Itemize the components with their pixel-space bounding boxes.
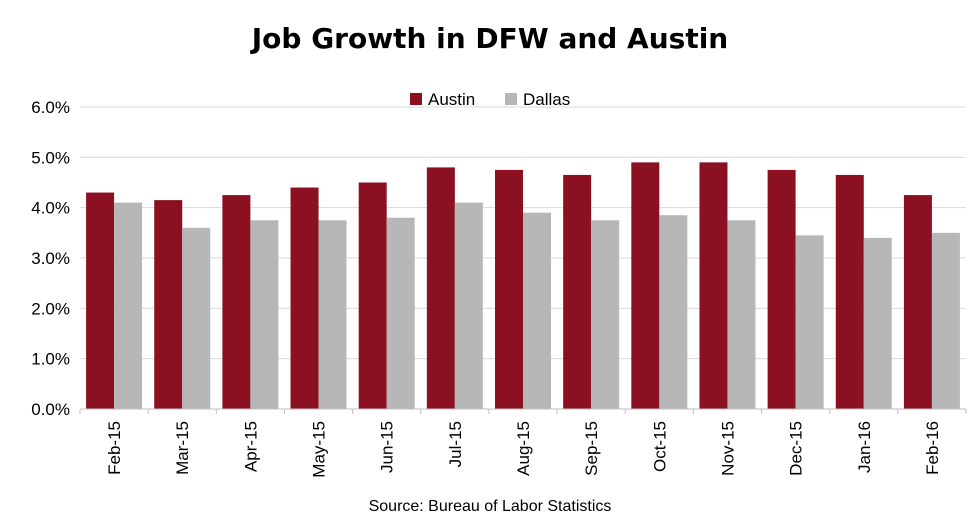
x-tick-label: Feb-16 [923, 421, 942, 475]
bar-dallas-Nov-15 [727, 220, 756, 409]
bar-dallas-Dec-15 [795, 235, 824, 409]
y-tick-label: 5.0% [31, 148, 70, 167]
x-tick-label: Sep-15 [582, 421, 601, 476]
bar-austin-Sep-15 [563, 174, 592, 409]
x-tick-label: Oct-15 [650, 421, 669, 472]
bar-dallas-Apr-15 [250, 220, 279, 409]
legend: Austin Dallas [410, 90, 570, 109]
x-tick-label: Mar-15 [173, 421, 192, 475]
x-tick-label: May-15 [310, 421, 329, 478]
bar-austin-Aug-15 [495, 169, 523, 409]
x-tick-label: Dec-15 [787, 421, 806, 476]
legend-swatch-dallas [505, 93, 517, 105]
y-axis: 0.0% 1.0% 2.0% 3.0% 4.0% 5.0% 6.0% [31, 98, 966, 419]
x-tick-label: Apr-15 [241, 421, 260, 472]
bar-dallas-Aug-15 [523, 212, 551, 409]
bar-dallas-Jan-16 [863, 237, 892, 409]
y-tick-label: 1.0% [31, 350, 70, 369]
bar-dallas-Feb-16 [931, 232, 960, 409]
x-tick-label: Aug-15 [514, 421, 533, 476]
y-tick-label: 0.0% [31, 400, 70, 419]
bar-austin-May-15 [290, 187, 319, 409]
x-tick-label: Jun-15 [378, 421, 397, 473]
legend-label-austin: Austin [428, 90, 475, 109]
x-tick-label: Jan-16 [855, 421, 874, 473]
legend-swatch-austin [410, 93, 422, 105]
bar-austin-Feb-16 [903, 195, 932, 409]
y-tick-label: 2.0% [31, 299, 70, 318]
bar-austin-Jul-15 [426, 167, 455, 409]
bar-austin-Mar-15 [154, 200, 183, 409]
x-tick-label: Jul-15 [446, 421, 465, 467]
legend-label-dallas: Dallas [523, 90, 570, 109]
bar-austin-Jun-15 [358, 182, 387, 409]
bar-dallas-Oct-15 [659, 215, 688, 409]
bar-austin-Oct-15 [631, 162, 660, 409]
x-tick-label: Nov-15 [718, 421, 737, 476]
bar-dallas-Mar-15 [182, 227, 211, 409]
bar-austin-Feb-15 [86, 192, 115, 409]
bar-austin-Nov-15 [699, 162, 728, 409]
bar-austin-Dec-15 [767, 169, 796, 409]
bars [86, 162, 960, 409]
bar-dallas-Sep-15 [591, 220, 620, 409]
bar-austin-Apr-15 [222, 195, 251, 409]
y-tick-label: 4.0% [31, 199, 70, 218]
y-tick-label: 3.0% [31, 249, 70, 268]
bar-dallas-Jun-15 [386, 217, 415, 409]
bar-dallas-May-15 [318, 220, 347, 409]
x-tick-label: Feb-15 [105, 421, 124, 475]
source-note: Source: Bureau of Labor Statistics [368, 498, 612, 515]
bar-austin-Jan-16 [835, 174, 864, 409]
x-axis: Feb-15 Mar-15 Apr-15 May-15 Jun-15 Jul-15 Aug-… [79, 409, 967, 478]
y-tick-label: 6.0% [31, 98, 70, 117]
bar-dallas-Jul-15 [454, 202, 483, 409]
bar-dallas-Feb-15 [114, 202, 143, 409]
chart-title: Job Growth in DFW and Austin [251, 22, 729, 55]
